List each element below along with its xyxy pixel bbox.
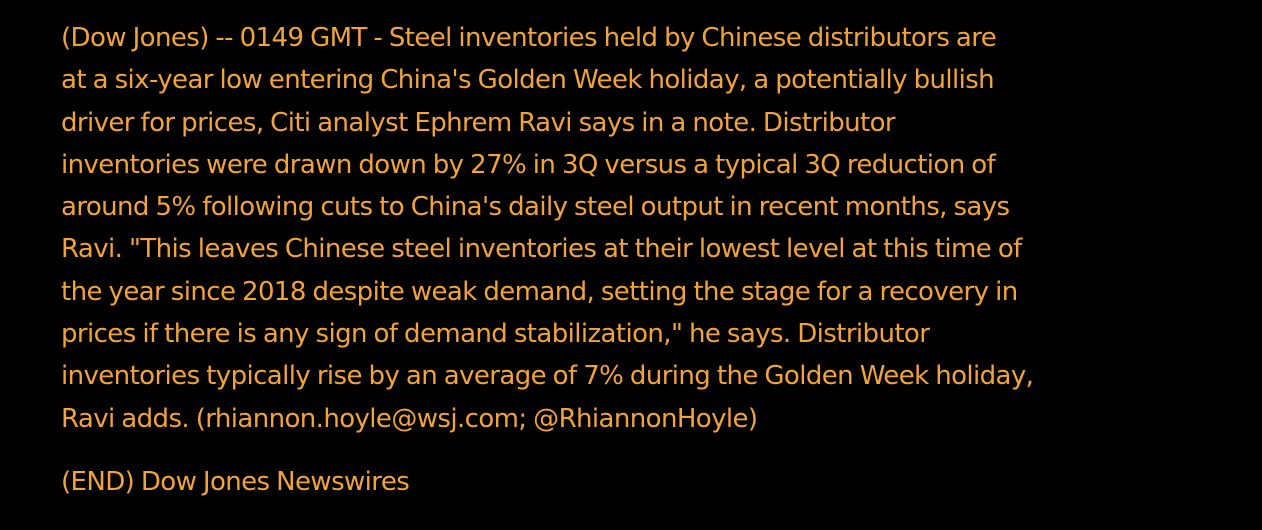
story-line: inventories typically rise by an average… (61, 361, 1034, 392)
story-line: the year since 2018 despite weak demand,… (61, 276, 1018, 307)
story-line: at a six-year low entering China's Golde… (61, 65, 995, 96)
story-line: Ravi adds. (rhiannon.hoyle@wsj.com; @Rhi… (61, 403, 758, 434)
news-story: (Dow Jones) -- 0149 GMT - Steel inventor… (61, 17, 1251, 503)
story-line: (Dow Jones) -- 0149 GMT - Steel inventor… (61, 23, 997, 53)
story-line: around 5% following cuts to China's dail… (61, 192, 1010, 223)
story-line: Ravi. "This leaves Chinese steel invento… (61, 234, 1022, 265)
story-line: prices if there is any sign of demand st… (61, 319, 930, 350)
story-line: inventories were drawn down by 27% in 3Q… (61, 149, 996, 180)
story-footer: (END) Dow Jones Newswires (61, 466, 410, 497)
story-line: driver for prices, Citi analyst Ephrem R… (61, 107, 896, 138)
